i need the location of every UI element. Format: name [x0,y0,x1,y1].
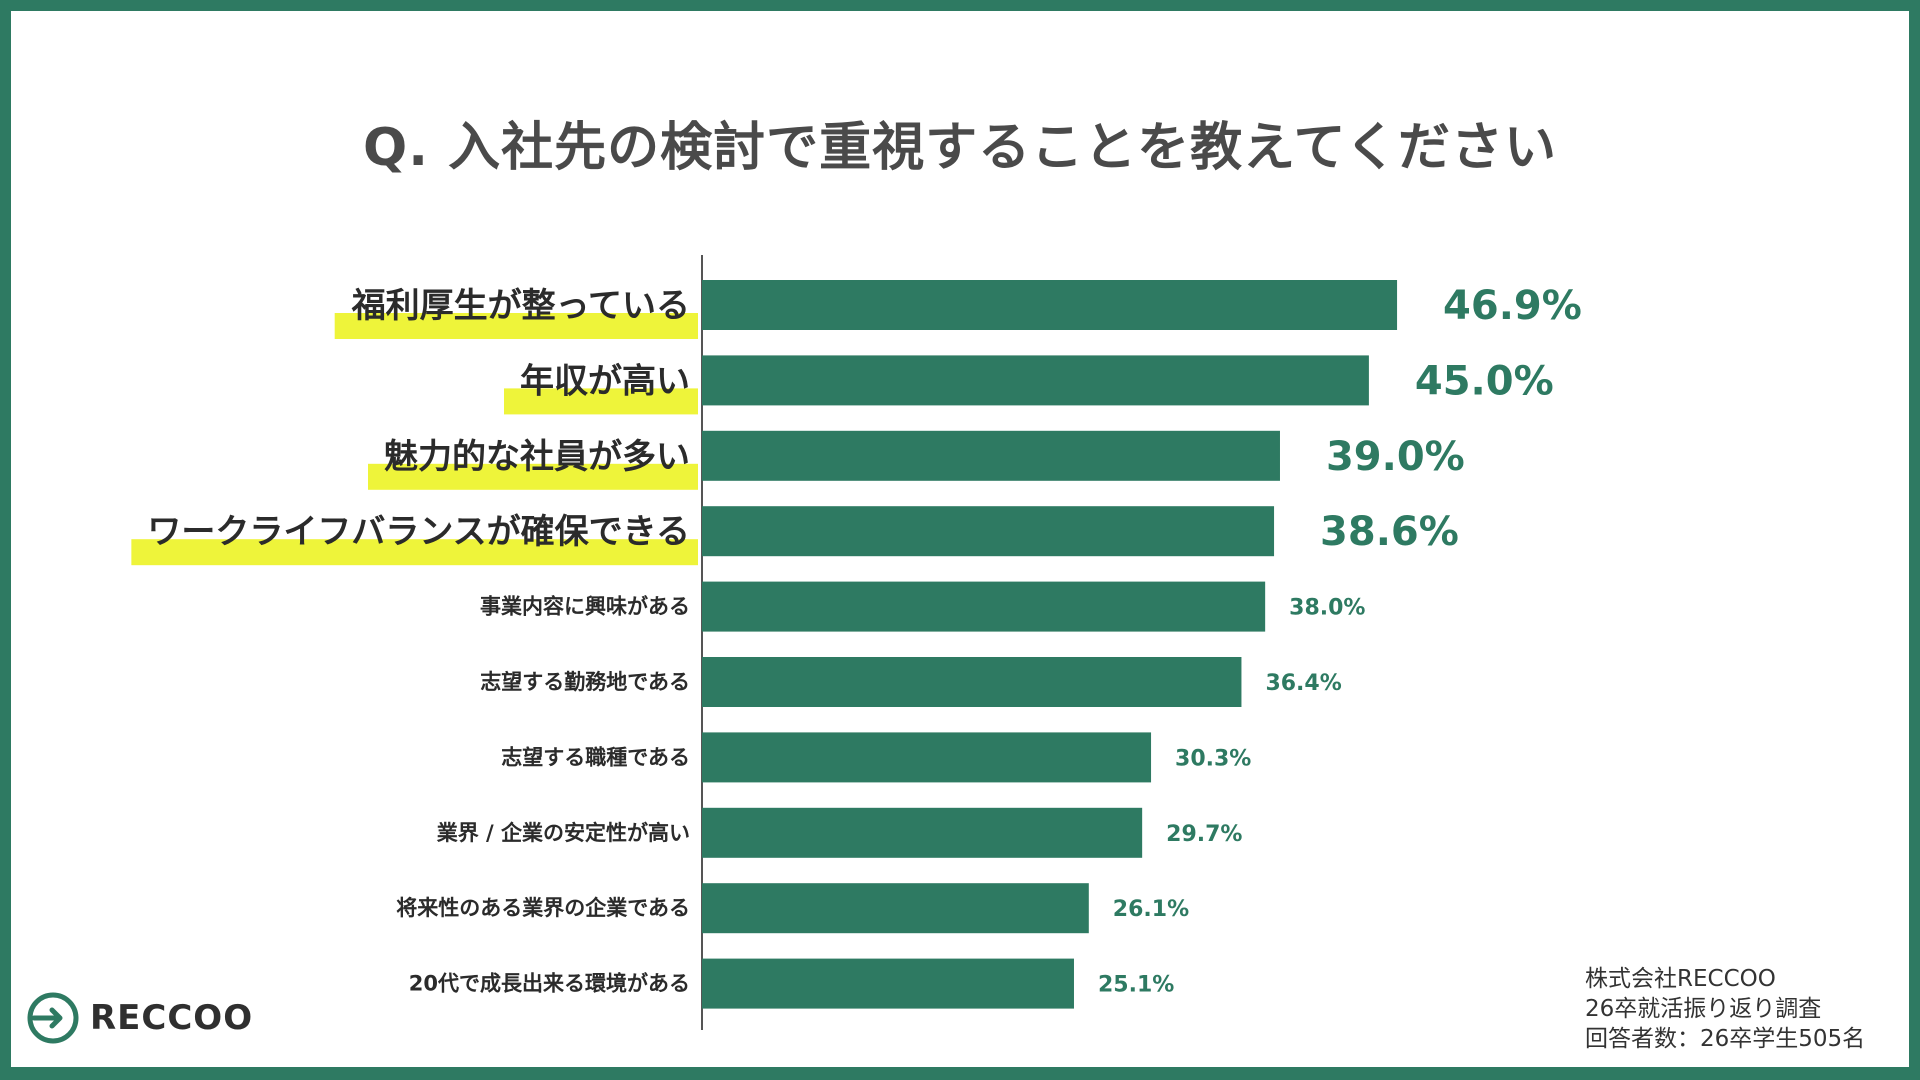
value-label: 26.1% [1113,897,1189,922]
value-label: 38.6% [1320,509,1459,555]
category-label: 福利厚生が整っている [351,286,690,326]
chart-title: Q. 入社先の検討で重視することを教えてください [363,118,1557,178]
value-label: 29.7% [1166,822,1242,847]
category-label: 志望する勤務地である [480,670,690,694]
bar [702,355,1369,406]
bar [702,883,1089,934]
brand: RECCOO [26,990,253,1046]
category-label: 20代で成長出来る環境がある [409,972,690,996]
bar [702,958,1074,1009]
source-survey: 26卒就活振り返り調査 [1585,996,1822,1022]
source-respondents: 回答者数：26卒学生505名 [1585,1026,1866,1052]
label-highlight [368,463,698,490]
reccoo-logo-icon [27,992,79,1044]
bar [702,280,1398,330]
bar [702,732,1152,783]
category-label: 業界 / 企業の安定性が高い [437,821,690,845]
label-highlight [131,539,698,566]
category-label: 事業内容に興味がある [480,595,690,619]
category-label: 志望する職種である [501,745,690,769]
label-highlight [334,313,698,339]
category-label: 魅力的な社員が多い [384,437,690,477]
value-label: 38.0% [1289,596,1365,621]
category-label: ワークライフバランスが確保できる [147,512,690,552]
bar [702,807,1143,858]
value-label: 30.3% [1175,746,1251,771]
bar [702,506,1275,557]
source-company: 株式会社RECCOO [1585,966,1776,992]
bar [702,657,1242,707]
value-label: 39.0% [1326,434,1465,480]
value-label: 45.0% [1415,358,1554,404]
source-note: 株式会社RECCOO 26卒就活振り返り調査 回答者数：26卒学生505名 [1585,964,1865,1054]
value-label: 25.1% [1098,973,1174,998]
bar [702,430,1280,481]
value-label: 46.9% [1443,283,1582,329]
bar [702,581,1266,632]
value-label: 36.4% [1265,671,1341,696]
category-label: 将来性のある業界の企業である [396,896,690,920]
category-label: 年収が高い [520,361,690,401]
label-highlight [504,388,698,415]
highlight-layer [131,313,698,566]
brand-name: RECCOO [90,998,254,1038]
